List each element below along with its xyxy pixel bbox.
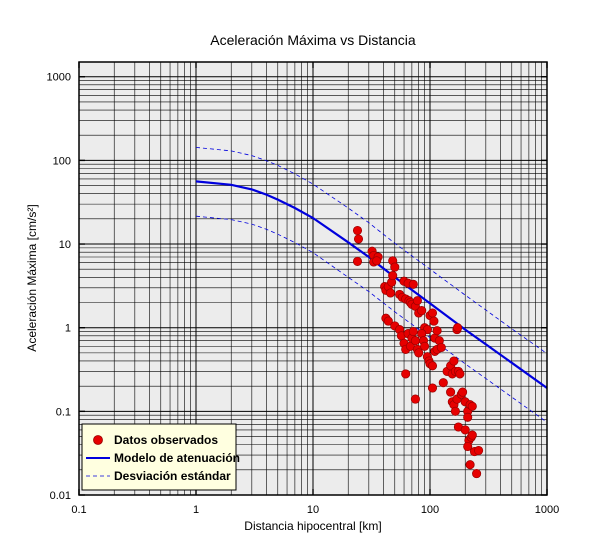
legend-label-model: Modelo de atenuación	[114, 451, 240, 465]
data-point	[438, 378, 448, 388]
y-tick-label: 0.01	[50, 490, 71, 502]
legend-label-std: Desviación estándar	[114, 469, 231, 483]
data-point	[352, 256, 363, 266]
data-point	[388, 271, 398, 281]
data-point	[472, 469, 482, 479]
data-point	[446, 387, 456, 397]
x-tick-label: 10	[307, 504, 319, 516]
data-point	[372, 256, 382, 266]
data-point	[467, 430, 477, 440]
data-point	[408, 326, 418, 337]
data-point	[432, 326, 442, 336]
data-point	[390, 262, 400, 272]
x-axis-label: Distancia hipocentral [km]	[244, 519, 381, 533]
y-tick-label: 1000	[47, 72, 71, 84]
series-points	[352, 225, 484, 479]
legend-label-observed: Datos observados	[114, 433, 218, 447]
legend: Datos observados Modelo de atenuación De…	[81, 423, 240, 491]
data-point	[463, 412, 473, 422]
data-point	[467, 401, 477, 411]
data-point	[420, 341, 430, 351]
data-point	[417, 306, 427, 316]
grid	[78, 62, 547, 496]
y-axis-label: Aceleración Máxima [cm/s²]	[25, 204, 39, 351]
data-point	[436, 342, 446, 353]
legend-marker-observed	[93, 435, 103, 445]
data-point	[429, 316, 439, 326]
x-tick-label: 1000	[535, 504, 559, 516]
data-point	[412, 296, 422, 306]
data-point	[465, 460, 475, 470]
data-point	[408, 279, 418, 289]
data-point	[427, 361, 438, 371]
data-point	[383, 316, 393, 326]
y-tick-label: 1	[65, 323, 71, 335]
y-tick-label: 100	[53, 155, 71, 167]
chart-title: Aceleración Máxima vs Distancia	[210, 32, 416, 48]
data-point	[450, 406, 460, 416]
data-point	[410, 394, 420, 404]
data-point	[427, 308, 438, 318]
y-tick-label: 0.1	[56, 406, 71, 418]
data-point	[427, 383, 438, 393]
data-point	[410, 336, 420, 346]
data-point	[401, 369, 411, 379]
series-line-std-3	[195, 215, 548, 423]
data-point	[353, 234, 364, 244]
y-tick-label: 10	[59, 239, 71, 251]
data-point	[474, 445, 484, 456]
data-point	[385, 288, 396, 298]
x-tick-label: 0.1	[71, 504, 86, 516]
data-point	[455, 369, 465, 379]
data-point	[458, 387, 468, 397]
series-line-std-2	[195, 147, 548, 354]
data-point	[449, 356, 459, 366]
data-point	[453, 323, 463, 333]
data-point	[463, 441, 473, 452]
data-point	[414, 348, 424, 358]
x-tick-label: 1	[193, 504, 199, 516]
data-point	[352, 225, 363, 236]
x-tick-label: 100	[421, 504, 439, 516]
data-point	[460, 425, 470, 435]
